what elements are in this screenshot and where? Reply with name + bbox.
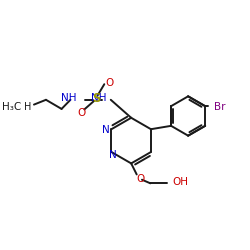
Text: NH: NH <box>61 93 77 103</box>
Text: N: N <box>109 150 116 160</box>
Text: N: N <box>102 125 110 135</box>
Text: S: S <box>92 92 100 105</box>
Text: Br: Br <box>214 102 226 112</box>
Text: H₃C: H₃C <box>2 102 21 112</box>
Text: NH: NH <box>91 93 106 103</box>
Text: OH: OH <box>172 177 188 187</box>
Text: O: O <box>106 78 114 88</box>
Text: O: O <box>77 108 86 118</box>
Text: O: O <box>136 174 144 184</box>
Text: H: H <box>24 102 31 112</box>
